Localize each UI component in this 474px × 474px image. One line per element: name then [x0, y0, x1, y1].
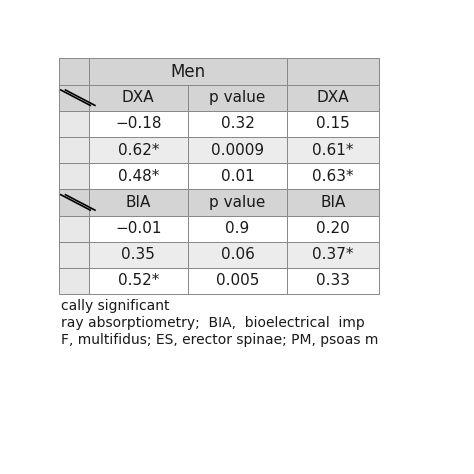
Text: 0.20: 0.20 — [316, 221, 350, 236]
Bar — [188, 216, 287, 242]
Text: −0.18: −0.18 — [115, 117, 162, 131]
Text: −0.01: −0.01 — [115, 221, 162, 236]
Bar — [287, 84, 379, 111]
Text: DXA: DXA — [317, 90, 349, 105]
Text: BIA: BIA — [126, 195, 151, 210]
Bar — [89, 111, 188, 137]
Bar — [89, 163, 188, 189]
Bar — [89, 268, 188, 294]
Text: 0.005: 0.005 — [216, 273, 259, 289]
Bar — [59, 163, 89, 189]
Bar — [89, 58, 287, 84]
Text: DXA: DXA — [122, 90, 155, 105]
Bar — [89, 84, 188, 111]
Bar — [287, 242, 379, 268]
Bar — [59, 137, 89, 163]
Text: Men: Men — [170, 63, 205, 81]
Text: 0.52*: 0.52* — [118, 273, 159, 289]
Text: 0.06: 0.06 — [220, 247, 255, 262]
Bar — [287, 189, 379, 216]
Bar — [188, 137, 287, 163]
Bar — [89, 216, 188, 242]
Bar — [59, 216, 89, 242]
Text: 0.37*: 0.37* — [312, 247, 354, 262]
Text: 0.32: 0.32 — [220, 117, 255, 131]
Text: 0.35: 0.35 — [121, 247, 155, 262]
Text: ray absorptiometry;  BIA,  bioelectrical  imp: ray absorptiometry; BIA, bioelectrical i… — [61, 316, 365, 329]
Bar — [188, 84, 287, 111]
Text: 0.0009: 0.0009 — [211, 143, 264, 157]
Text: p value: p value — [210, 195, 266, 210]
Bar — [287, 163, 379, 189]
Text: F, multifidus; ES, erector spinae; PM, psoas m: F, multifidus; ES, erector spinae; PM, p… — [61, 333, 378, 346]
Bar — [188, 242, 287, 268]
Text: 0.9: 0.9 — [225, 221, 250, 236]
Bar — [89, 242, 188, 268]
Bar — [59, 242, 89, 268]
Bar — [287, 216, 379, 242]
Bar — [287, 268, 379, 294]
Bar — [59, 268, 89, 294]
Bar — [59, 84, 89, 111]
Text: 0.01: 0.01 — [220, 169, 255, 184]
Text: BIA: BIA — [320, 195, 346, 210]
Bar — [287, 137, 379, 163]
Text: 0.33: 0.33 — [316, 273, 350, 289]
Text: 0.48*: 0.48* — [118, 169, 159, 184]
Text: cally significant: cally significant — [61, 299, 169, 313]
Text: 0.15: 0.15 — [316, 117, 350, 131]
Text: 0.61*: 0.61* — [312, 143, 354, 157]
Bar — [188, 163, 287, 189]
Bar — [188, 189, 287, 216]
Bar — [89, 137, 188, 163]
Bar — [59, 111, 89, 137]
Bar — [89, 189, 188, 216]
Bar — [188, 111, 287, 137]
Bar — [188, 268, 287, 294]
Text: 0.63*: 0.63* — [312, 169, 354, 184]
Bar — [287, 111, 379, 137]
Bar — [59, 58, 89, 84]
Bar — [59, 189, 89, 216]
Text: 0.62*: 0.62* — [118, 143, 159, 157]
Text: p value: p value — [210, 90, 266, 105]
Bar — [287, 58, 379, 84]
